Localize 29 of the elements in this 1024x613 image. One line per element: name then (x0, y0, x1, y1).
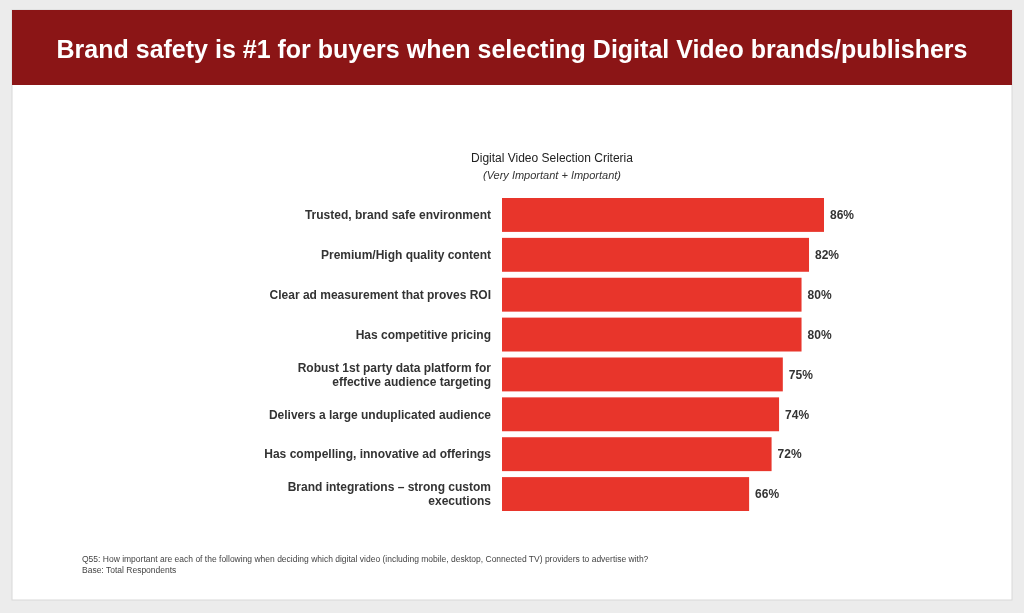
chart-title: Brand safety is #1 for buyers when selecting Digital Video brands/publishers (56, 35, 968, 63)
data-label: 80% (807, 287, 832, 302)
y-tick-label: Premium/High quality content (320, 248, 491, 263)
y-tick-label: Robust 1st party data platform for effective audience targeting (297, 360, 492, 389)
y-tick-label: Brand integrations – strong custom executions (287, 480, 492, 509)
data-label: 75% (788, 367, 814, 382)
bar (502, 397, 780, 432)
data-label: 72% (777, 447, 802, 462)
data-label: 86% (830, 208, 855, 223)
text: (Very Important + Important) (482, 169, 622, 181)
text: Base: Total Respondents (82, 565, 177, 575)
data-label: 82% (815, 248, 840, 263)
y-tick-label: Has competitive pricing (355, 327, 491, 342)
y-tick-label: Has compelling, innovative ad offerings (264, 447, 492, 462)
bar (502, 277, 802, 312)
data-label: 74% (785, 407, 810, 422)
y-tick-label: Trusted, brand safe environment (304, 208, 491, 223)
bar (502, 477, 750, 511)
data-label: 66% (755, 487, 780, 502)
data-label: 80% (807, 327, 832, 342)
bar (502, 237, 810, 272)
bar (502, 357, 783, 392)
bar (502, 437, 772, 472)
y-tick-label: Delivers a large unduplicated audience (268, 407, 492, 422)
chart-subtitle: Digital Video Selection Criteria (471, 151, 634, 165)
bar (502, 317, 802, 352)
text: Q55: How important are each of the following when deciding which digital video (including mobile, desktop, Connected TV) providers to advertise with? (82, 554, 649, 564)
bar (502, 198, 824, 232)
y-tick-label: Clear ad measurement that proves ROI (269, 287, 491, 302)
